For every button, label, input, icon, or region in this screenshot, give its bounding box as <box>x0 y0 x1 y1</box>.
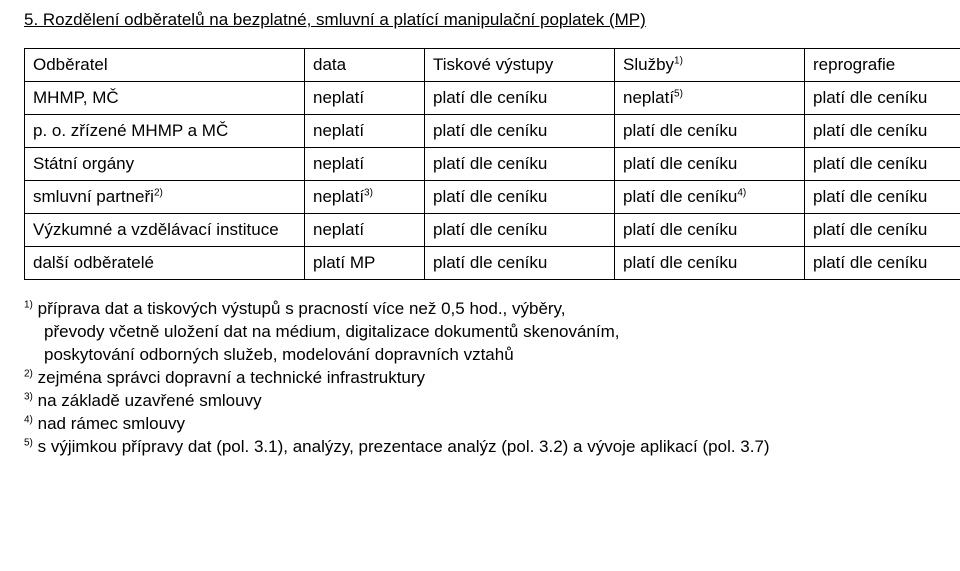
sup-marker: 4) <box>737 187 746 198</box>
sup-marker: 1) <box>24 299 33 310</box>
footnote-text: příprava dat a tiskových výstupů s pracn… <box>33 299 566 318</box>
header-cell: data <box>305 49 425 82</box>
header-cell: reprografie <box>805 49 960 82</box>
cell: neplatí <box>305 82 425 115</box>
pricing-table: Odběratel data Tiskové výstupy Služby1) … <box>24 48 960 280</box>
cell: další odběratelé <box>25 247 305 280</box>
table-row: smluvní partneři2) neplatí3) platí dle c… <box>25 181 960 214</box>
sup-marker: 2) <box>24 368 33 379</box>
cell: platí dle ceníku <box>425 82 615 115</box>
cell: smluvní partneři2) <box>25 181 305 214</box>
header-text: Služby <box>623 55 674 74</box>
cell: Výzkumné a vzdělávací instituce <box>25 214 305 247</box>
cell: Státní orgány <box>25 148 305 181</box>
footnote-5: 5) s výjimkou přípravy dat (pol. 3.1), a… <box>24 436 936 459</box>
cell: MHMP, MČ <box>25 82 305 115</box>
header-cell: Tiskové výstupy <box>425 49 615 82</box>
footnote-text: nad rámec smlouvy <box>33 414 185 433</box>
cell: neplatí <box>305 115 425 148</box>
table-row: další odběratelé platí MP platí dle cení… <box>25 247 960 280</box>
footnote-3: 3) na základě uzavřené smlouvy <box>24 390 936 413</box>
page-title: 5. Rozdělení odběratelů na bezplatné, sm… <box>24 10 936 30</box>
cell: platí dle ceníku <box>805 82 960 115</box>
cell: platí dle ceníku <box>425 214 615 247</box>
sup-marker: 5) <box>674 88 683 99</box>
cell: neplatí <box>305 148 425 181</box>
table-row: MHMP, MČ neplatí platí dle ceníku neplat… <box>25 82 960 115</box>
footnote-2: 2) zejména správci dopravní a technické … <box>24 367 936 390</box>
header-cell: Odběratel <box>25 49 305 82</box>
cell: platí dle ceníku4) <box>615 181 805 214</box>
sup-marker: 1) <box>674 55 683 66</box>
cell: platí dle ceníku <box>615 148 805 181</box>
cell: platí dle ceníku <box>425 247 615 280</box>
cell-text: neplatí <box>313 187 364 206</box>
cell: neplatí <box>305 214 425 247</box>
sup-marker: 3) <box>24 391 33 402</box>
table-header-row: Odběratel data Tiskové výstupy Služby1) … <box>25 49 960 82</box>
cell-text: neplatí <box>623 88 674 107</box>
table-row: Státní orgány neplatí platí dle ceníku p… <box>25 148 960 181</box>
cell: platí dle ceníku <box>425 115 615 148</box>
footnote-text: s výjimkou přípravy dat (pol. 3.1), anal… <box>33 437 770 456</box>
footnote-1: 1) příprava dat a tiskových výstupů s pr… <box>24 298 936 367</box>
cell: p. o. zřízené MHMP a MČ <box>25 115 305 148</box>
cell: platí dle ceníku <box>805 247 960 280</box>
cell-text: platí dle ceníku <box>623 187 737 206</box>
footnote-text: převody včetně uložení dat na médium, di… <box>24 321 936 344</box>
cell: neplatí3) <box>305 181 425 214</box>
cell: platí dle ceníku <box>805 148 960 181</box>
cell: neplatí5) <box>615 82 805 115</box>
header-cell: Služby1) <box>615 49 805 82</box>
cell: platí dle ceníku <box>615 115 805 148</box>
table-row: p. o. zřízené MHMP a MČ neplatí platí dl… <box>25 115 960 148</box>
cell: platí dle ceníku <box>805 214 960 247</box>
cell: platí dle ceníku <box>425 148 615 181</box>
sup-marker: 5) <box>24 437 33 448</box>
footnote-text: na základě uzavřené smlouvy <box>33 391 262 410</box>
footnote-text: poskytování odborných služeb, modelování… <box>24 344 936 367</box>
sup-marker: 3) <box>364 187 373 198</box>
cell: platí dle ceníku <box>615 247 805 280</box>
footnotes: 1) příprava dat a tiskových výstupů s pr… <box>24 298 936 459</box>
sup-marker: 2) <box>154 187 163 198</box>
sup-marker: 4) <box>24 414 33 425</box>
cell: platí dle ceníku <box>805 181 960 214</box>
cell-text: smluvní partneři <box>33 187 154 206</box>
cell: platí dle ceníku <box>615 214 805 247</box>
footnote-text: zejména správci dopravní a technické inf… <box>33 368 425 387</box>
footnote-4: 4) nad rámec smlouvy <box>24 413 936 436</box>
page: 5. Rozdělení odběratelů na bezplatné, sm… <box>0 0 960 459</box>
table-row: Výzkumné a vzdělávací instituce neplatí … <box>25 214 960 247</box>
cell: platí dle ceníku <box>425 181 615 214</box>
cell: platí dle ceníku <box>805 115 960 148</box>
cell: platí MP <box>305 247 425 280</box>
